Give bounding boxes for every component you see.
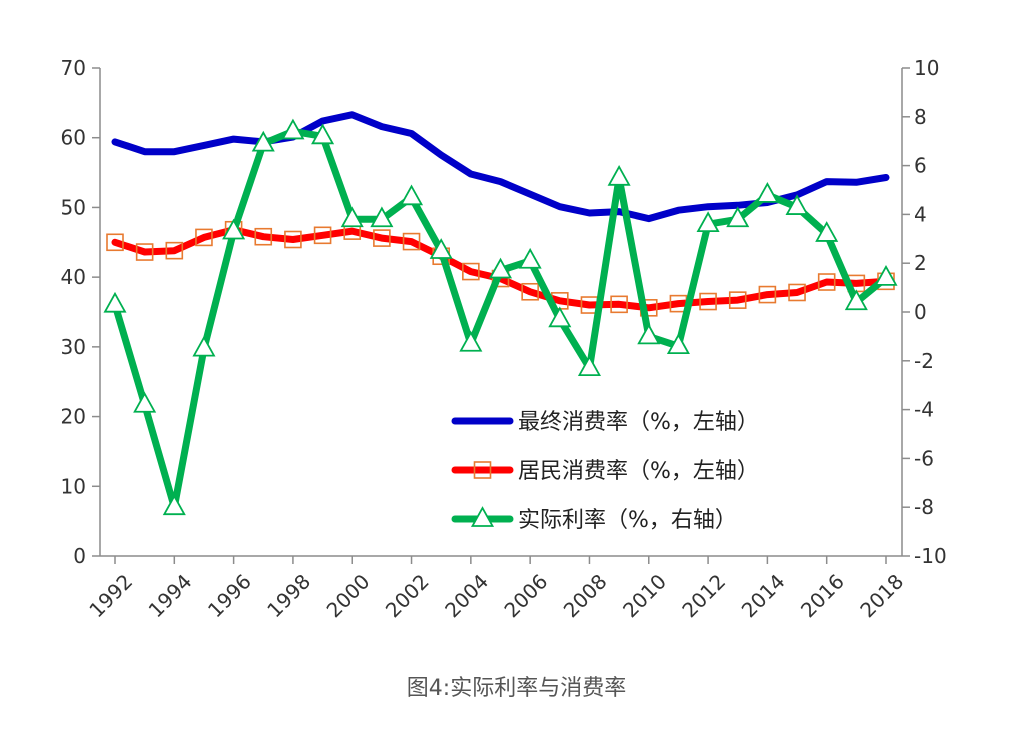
- left-tick-label: 0: [73, 544, 86, 568]
- right-tick-label: 6: [914, 154, 927, 178]
- series-line-0: [111, 111, 890, 223]
- left-tick-label: 30: [61, 335, 86, 359]
- x-tick-label: 2012: [677, 569, 730, 622]
- square-marker: [728, 291, 747, 309]
- legend-square-marker: [473, 461, 492, 479]
- legend: 最终消费率（%，左轴） 居民消费率（%，左轴） 实际利率（%，右轴）: [451, 410, 759, 533]
- right-tick-label: 8: [914, 105, 927, 129]
- series-layer: [103, 111, 898, 516]
- left-tick-label: 40: [61, 265, 86, 289]
- triangle-marker: [222, 218, 246, 240]
- x-tick-label: 1998: [262, 569, 315, 622]
- triangle-marker: [696, 211, 720, 233]
- series-0: [111, 111, 890, 223]
- x-tick-label: 2010: [618, 569, 671, 622]
- triangle-marker: [637, 323, 661, 345]
- square-marker: [788, 283, 806, 302]
- x-tick-label: 2000: [322, 569, 375, 622]
- square-marker: [817, 273, 836, 291]
- triangle-marker: [340, 206, 364, 228]
- legend-triangle-marker: [470, 506, 495, 527]
- triangle-marker: [251, 130, 275, 152]
- right-tick-label: 2: [914, 251, 927, 275]
- x-tick-label: 1996: [203, 569, 256, 622]
- square-marker: [284, 230, 302, 249]
- right-tick-label: 4: [914, 202, 927, 226]
- legend-label-0: 最终消费率（%，左轴）: [518, 410, 759, 435]
- right-tick-label: -6: [914, 446, 934, 470]
- chart-caption: 图4:实际利率与消费率: [406, 676, 627, 701]
- x-tick-label: 2004: [440, 569, 493, 622]
- x-tick-label: 1992: [84, 569, 137, 622]
- triangle-marker: [726, 206, 750, 228]
- x-tick-label: 2006: [499, 569, 552, 622]
- triangle-marker: [133, 391, 157, 413]
- square-marker: [135, 243, 154, 261]
- x-tick-label: 2016: [796, 569, 849, 622]
- left-tick-label: 50: [61, 195, 86, 219]
- triangle-marker: [607, 164, 631, 186]
- legend-label-2: 实际利率（%，右轴）: [518, 508, 737, 533]
- triangle-marker: [429, 238, 453, 259]
- left-tick-label: 70: [61, 56, 86, 80]
- triangle-marker: [488, 257, 513, 279]
- legend-label-1: 居民消费率（%，左轴）: [518, 459, 759, 484]
- square-marker: [462, 262, 480, 281]
- square-marker: [521, 282, 539, 301]
- triangle-marker: [281, 118, 305, 140]
- square-marker: [402, 232, 421, 251]
- left-tick-label: 10: [61, 474, 86, 498]
- x-tick-label: 2002: [381, 569, 434, 622]
- triangle-marker: [815, 221, 839, 242]
- left-tick-label: 60: [61, 126, 86, 150]
- square-marker: [106, 233, 124, 252]
- right-tick-label: -2: [914, 349, 934, 373]
- x-tick-label: 1994: [144, 569, 197, 622]
- triangle-marker: [370, 206, 394, 228]
- right-tick-label: 10: [914, 56, 939, 80]
- square-marker: [758, 285, 777, 304]
- triangle-marker: [459, 330, 483, 352]
- x-tick-label: 2018: [855, 569, 908, 622]
- x-tick-label: 2008: [559, 569, 612, 622]
- triangle-marker: [548, 306, 572, 328]
- square-marker: [195, 228, 213, 247]
- square-marker: [610, 295, 628, 314]
- triangle-marker: [844, 289, 868, 311]
- square-marker: [373, 229, 391, 247]
- triangle-marker: [162, 494, 186, 516]
- triangle-marker: [666, 333, 690, 355]
- triangle-marker: [755, 182, 779, 203]
- triangle-marker: [785, 194, 809, 215]
- right-tick-label: -8: [914, 495, 934, 519]
- square-marker: [165, 241, 184, 260]
- triangle-marker: [874, 264, 898, 286]
- triangle-marker: [192, 335, 216, 357]
- right-tick-label: -10: [914, 544, 947, 568]
- x-tick-label: 2014: [737, 569, 790, 622]
- triangle-marker: [311, 123, 335, 145]
- square-marker: [699, 292, 717, 311]
- square-marker: [313, 226, 332, 245]
- series-2: [103, 118, 898, 516]
- triangle-marker: [577, 355, 601, 377]
- right-tick-label: -4: [914, 398, 934, 422]
- square-marker: [254, 227, 273, 246]
- triangle-marker: [103, 291, 127, 313]
- left-tick-label: 20: [61, 405, 86, 429]
- triangle-marker: [400, 184, 424, 206]
- right-tick-label: 0: [914, 300, 927, 324]
- triangle-marker: [518, 247, 542, 269]
